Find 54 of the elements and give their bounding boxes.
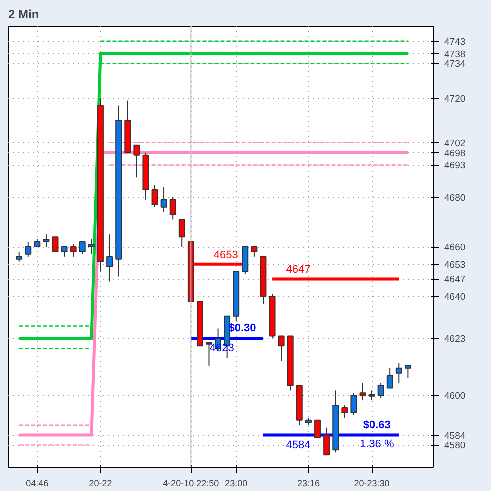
candlestick xyxy=(170,196,176,220)
candlestick xyxy=(61,246,68,258)
candlestick xyxy=(25,242,32,258)
candlestick xyxy=(106,234,113,282)
candlestick xyxy=(70,244,77,258)
y-tick-label: 4660 xyxy=(444,242,466,254)
y-tick-label: 4584 xyxy=(444,430,466,442)
candlestick xyxy=(160,187,168,213)
y-tick-label: 4702 xyxy=(444,138,466,150)
candlestick xyxy=(278,336,285,362)
candlestick xyxy=(88,239,95,255)
y-tick-label: 4693 xyxy=(444,160,466,172)
candlestick xyxy=(314,420,321,438)
y-tick-label: 4647 xyxy=(444,274,466,286)
y-tick-label: 4734 xyxy=(444,59,466,70)
y-tick-label: 4653 xyxy=(444,260,466,271)
candlestick xyxy=(386,368,394,389)
candlestick xyxy=(152,184,158,208)
x-tick-label: 23:00 xyxy=(225,478,248,488)
annotation: 4647 xyxy=(286,264,311,276)
candlestick xyxy=(251,246,258,258)
candlestick xyxy=(134,144,140,178)
candlestick xyxy=(368,390,376,402)
y-tick-label: 4640 xyxy=(444,292,466,304)
annotation: $0.63 xyxy=(363,419,391,432)
annotation: 1.36 % xyxy=(360,438,394,450)
x-tick-label: 23:16 xyxy=(297,478,320,488)
y-tick-label: 4600 xyxy=(444,391,466,402)
x-tick-label: 4-20-10 22:50 xyxy=(163,478,220,488)
y-tick-label: 4738 xyxy=(444,49,466,60)
y-tick-label: 4743 xyxy=(444,36,466,48)
candlestick xyxy=(43,234,50,248)
annotation: 4653 xyxy=(214,249,238,262)
x-tick-label: 20-22 xyxy=(89,478,112,488)
chart-title: 2 Min xyxy=(8,8,40,22)
y-tick-label: 4580 xyxy=(444,440,466,452)
x-tick-label: 04:46 xyxy=(26,478,49,488)
candlestick xyxy=(396,362,402,384)
candlestick xyxy=(324,427,330,456)
candlestick xyxy=(79,242,86,255)
candlestick xyxy=(350,392,358,416)
y-tick-label: 4623 xyxy=(444,334,466,346)
candlestick xyxy=(378,382,384,399)
y-tick-label: 4720 xyxy=(444,94,466,105)
candlestick xyxy=(360,382,366,402)
candlestick xyxy=(404,365,412,379)
candlestick xyxy=(178,219,186,248)
y-tick-label: 4698 xyxy=(444,148,466,160)
candlestick xyxy=(342,405,348,418)
x-tick-label: 20-23:30 xyxy=(354,478,390,488)
annotation: 4584 xyxy=(286,439,311,452)
candlestick xyxy=(16,251,23,262)
y-tick-label: 4680 xyxy=(444,192,466,204)
candlestick xyxy=(52,236,59,252)
